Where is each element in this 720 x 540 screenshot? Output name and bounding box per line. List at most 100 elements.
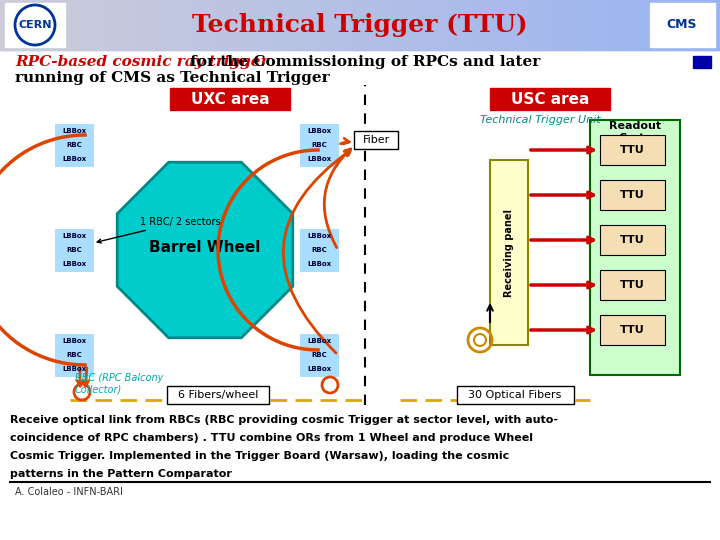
Bar — [590, 120, 680, 375]
Bar — [300, 257, 338, 271]
Bar — [504, 0, 516, 50]
Bar — [55, 152, 93, 166]
Text: CMS: CMS — [667, 18, 697, 31]
Bar — [492, 0, 504, 50]
Bar — [60, 0, 72, 50]
Text: Technical Trigger (TTU): Technical Trigger (TTU) — [192, 13, 528, 37]
Text: LBBox: LBBox — [62, 233, 86, 239]
Text: patterns in the Pattern Comparator: patterns in the Pattern Comparator — [10, 469, 232, 479]
Text: LBBox: LBBox — [307, 233, 331, 239]
Bar — [240, 0, 252, 50]
Bar — [708, 0, 720, 50]
Bar — [300, 152, 338, 166]
Text: 30 Optical Fibers: 30 Optical Fibers — [468, 390, 562, 400]
Bar — [180, 0, 192, 50]
FancyBboxPatch shape — [354, 131, 398, 149]
Bar — [600, 0, 612, 50]
Text: LBBox: LBBox — [62, 128, 86, 134]
Bar — [192, 0, 204, 50]
Text: Fiber: Fiber — [362, 135, 390, 145]
Text: TTU: TTU — [620, 190, 644, 200]
Bar — [408, 0, 420, 50]
Bar — [55, 348, 93, 362]
Text: A. Colaleo - INFN-BARI: A. Colaleo - INFN-BARI — [15, 487, 123, 497]
Bar — [660, 0, 672, 50]
Text: RBC: RBC — [311, 247, 327, 253]
Text: RBC: RBC — [66, 352, 82, 358]
Text: TTU: TTU — [620, 325, 644, 335]
Bar — [84, 0, 96, 50]
Bar — [672, 0, 684, 50]
Bar — [288, 0, 300, 50]
Bar — [204, 0, 216, 50]
Bar — [348, 0, 360, 50]
FancyBboxPatch shape — [167, 386, 269, 404]
Bar — [648, 0, 660, 50]
Bar — [300, 138, 338, 152]
Bar — [600, 135, 665, 165]
Polygon shape — [117, 162, 293, 338]
Bar — [540, 0, 552, 50]
Text: LBBox: LBBox — [62, 156, 86, 162]
Text: CERN: CERN — [18, 20, 52, 30]
Bar — [36, 0, 48, 50]
Text: LBBox: LBBox — [307, 156, 331, 162]
Bar — [216, 0, 228, 50]
Text: for the Commissioning of RPCs and later: for the Commissioning of RPCs and later — [185, 55, 540, 69]
Text: TTU: TTU — [620, 145, 644, 155]
Bar — [576, 0, 588, 50]
Text: Cosmic Trigger. Implemented in the Trigger Board (Warsaw), loading the cosmic: Cosmic Trigger. Implemented in the Trigg… — [10, 451, 509, 461]
Bar — [0, 0, 720, 50]
Bar — [24, 0, 36, 50]
Bar — [696, 0, 708, 50]
Bar — [600, 225, 665, 255]
Bar — [360, 0, 372, 50]
Text: 1 RBC/ 2 sectors: 1 RBC/ 2 sectors — [97, 217, 220, 243]
Bar — [300, 124, 338, 138]
Bar — [420, 0, 432, 50]
Text: Technical Trigger Unit: Technical Trigger Unit — [480, 115, 600, 125]
Text: Receiving panel: Receiving panel — [504, 209, 514, 297]
Text: Barrel Wheel: Barrel Wheel — [149, 240, 261, 254]
Text: coincidence of RPC chambers) . TTU combine ORs from 1 Wheel and produce Wheel: coincidence of RPC chambers) . TTU combi… — [10, 433, 533, 443]
Bar — [432, 0, 444, 50]
Text: RBC: RBC — [66, 247, 82, 253]
Bar — [5, 3, 65, 47]
Bar — [55, 138, 93, 152]
Bar — [684, 0, 696, 50]
Text: RBC: RBC — [66, 142, 82, 148]
Bar — [528, 0, 540, 50]
Text: LBBox: LBBox — [62, 338, 86, 344]
Text: 6 Fibers/wheel: 6 Fibers/wheel — [178, 390, 258, 400]
Bar — [552, 0, 564, 50]
Text: LBBox: LBBox — [307, 261, 331, 267]
Bar — [564, 0, 576, 50]
Bar — [96, 0, 108, 50]
Bar — [372, 0, 384, 50]
Text: UXC area: UXC area — [191, 91, 269, 106]
Bar — [0, 0, 12, 50]
FancyBboxPatch shape — [457, 386, 574, 404]
Bar — [336, 0, 348, 50]
Text: USC area: USC area — [510, 91, 589, 106]
Bar — [612, 0, 624, 50]
Bar — [693, 56, 711, 68]
Bar — [264, 0, 276, 50]
Bar — [300, 229, 338, 243]
Bar — [72, 0, 84, 50]
Bar — [650, 3, 715, 47]
Bar — [300, 362, 338, 376]
Text: LBBox: LBBox — [307, 338, 331, 344]
Bar — [624, 0, 636, 50]
Text: TTU: TTU — [620, 235, 644, 245]
Bar — [12, 0, 24, 50]
Bar — [55, 257, 93, 271]
Bar — [55, 124, 93, 138]
Text: LBBox: LBBox — [62, 261, 86, 267]
Bar — [480, 0, 492, 50]
Text: LBBox: LBBox — [307, 366, 331, 372]
Text: RBC: RBC — [311, 142, 327, 148]
Bar — [636, 0, 648, 50]
Bar — [600, 270, 665, 300]
Bar — [600, 315, 665, 345]
